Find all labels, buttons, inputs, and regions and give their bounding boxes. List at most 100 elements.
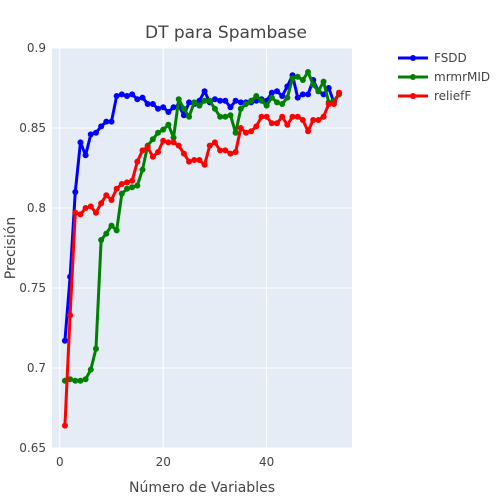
- data-point-fsdd: [124, 93, 130, 99]
- data-point-fsdd: [129, 91, 136, 98]
- data-point-mrmrmid: [315, 88, 322, 95]
- data-point-relieff: [279, 113, 286, 120]
- data-point-relieff: [310, 117, 317, 123]
- data-point-mrmrmid: [113, 227, 120, 234]
- data-point-relieff: [284, 121, 291, 128]
- data-point-relieff: [87, 203, 94, 210]
- data-point-mrmrmid: [211, 105, 218, 112]
- data-point-relieff: [320, 113, 327, 120]
- legend-item-relieff[interactable]: reliefF: [398, 89, 471, 103]
- data-point-relieff: [144, 144, 151, 151]
- data-point-relieff: [134, 158, 141, 165]
- series-mrmrmid: [61, 69, 343, 384]
- data-point-relieff: [336, 89, 343, 96]
- data-point-relieff: [274, 120, 280, 127]
- data-point-mrmrmid: [77, 377, 84, 384]
- data-point-mrmrmid: [206, 97, 213, 104]
- data-point-fsdd: [186, 99, 193, 106]
- data-point-relieff: [118, 181, 125, 187]
- x-tick-label: 0: [56, 455, 64, 469]
- data-point-relieff: [263, 113, 270, 120]
- data-point-mrmrmid: [180, 105, 187, 112]
- data-point-mrmrmid: [103, 230, 110, 237]
- data-point-relieff: [170, 139, 177, 146]
- data-point-fsdd: [294, 94, 301, 101]
- data-point-relieff: [299, 117, 306, 123]
- data-point-mrmrmid: [165, 121, 172, 128]
- data-point-mrmrmid: [263, 102, 270, 109]
- data-point-relieff: [289, 113, 296, 120]
- data-point-relieff: [92, 209, 99, 216]
- data-point-relieff: [61, 422, 68, 429]
- data-point-fsdd: [211, 96, 218, 103]
- data-point-mrmrmid: [82, 376, 89, 383]
- data-point-mrmrmid: [268, 94, 275, 101]
- legend-label: reliefF: [434, 89, 471, 103]
- legend-label: mrmrMID: [434, 70, 490, 84]
- data-point-fsdd: [87, 131, 94, 138]
- data-point-relieff: [129, 177, 136, 184]
- plot-background: [52, 48, 352, 448]
- data-point-fsdd: [98, 123, 105, 130]
- data-point-fsdd: [325, 85, 332, 91]
- data-point-mrmrmid: [222, 113, 229, 120]
- series-layer: [61, 69, 343, 429]
- y-axis-title: Precisión: [3, 217, 19, 279]
- data-point-relieff: [248, 128, 255, 135]
- data-point-relieff: [113, 185, 120, 192]
- data-point-mrmrmid: [227, 112, 234, 119]
- data-point-mrmrmid: [242, 101, 249, 107]
- data-point-fsdd: [72, 189, 79, 195]
- data-point-fsdd: [268, 89, 275, 96]
- data-point-fsdd: [227, 104, 234, 111]
- data-point-relieff: [165, 139, 172, 146]
- data-point-mrmrmid: [129, 184, 136, 191]
- data-point-relieff: [305, 128, 312, 135]
- data-point-relieff: [108, 197, 115, 203]
- data-point-fsdd: [103, 118, 110, 125]
- legend-swatch-marker: [410, 55, 416, 61]
- x-tick-labels: 0 20 40: [56, 455, 274, 469]
- y-tick-label: 0.65: [19, 441, 46, 455]
- data-point-relieff: [217, 147, 224, 154]
- data-point-relieff: [186, 158, 193, 165]
- data-point-mrmrmid: [310, 81, 317, 88]
- data-point-relieff: [139, 147, 146, 154]
- data-point-fsdd: [134, 96, 141, 103]
- data-point-mrmrmid: [72, 377, 79, 384]
- data-point-fsdd: [61, 337, 68, 344]
- data-point-relieff: [237, 125, 244, 131]
- legend-swatch-marker: [410, 93, 416, 99]
- data-point-relieff: [175, 142, 182, 149]
- data-point-relieff: [222, 147, 229, 154]
- data-point-mrmrmid: [118, 190, 125, 197]
- legend-item-fsdd[interactable]: FSDD: [398, 51, 467, 65]
- data-point-relieff: [196, 157, 203, 163]
- data-point-mrmrmid: [191, 99, 198, 106]
- data-point-relieff: [325, 101, 332, 107]
- legend[interactable]: FSDD mrmrMID reliefF: [398, 51, 490, 103]
- data-point-mrmrmid: [196, 102, 203, 109]
- data-point-fsdd: [232, 97, 239, 104]
- data-point-fsdd: [217, 97, 224, 104]
- legend-label: FSDD: [434, 51, 467, 65]
- y-tick-label: 0.75: [19, 281, 46, 295]
- data-point-relieff: [77, 211, 84, 218]
- y-tick-labels: 0.65 0.7 0.75 0.8 0.85 0.9: [19, 41, 46, 455]
- data-point-fsdd: [118, 91, 125, 98]
- data-point-mrmrmid: [289, 75, 296, 82]
- data-point-relieff: [294, 113, 301, 120]
- data-point-mrmrmid: [87, 366, 94, 373]
- data-point-mrmrmid: [284, 94, 291, 101]
- data-point-relieff: [232, 149, 239, 155]
- legend-item-mrmrmid[interactable]: mrmrMID: [398, 70, 490, 84]
- data-point-fsdd: [274, 88, 280, 95]
- data-point-mrmrmid: [305, 69, 312, 75]
- data-point-relieff: [253, 123, 260, 130]
- x-tick-label: 40: [259, 455, 274, 469]
- data-point-mrmrmid: [201, 97, 208, 104]
- data-point-fsdd: [92, 129, 99, 136]
- data-point-mrmrmid: [155, 129, 162, 136]
- data-point-mrmrmid: [232, 129, 239, 136]
